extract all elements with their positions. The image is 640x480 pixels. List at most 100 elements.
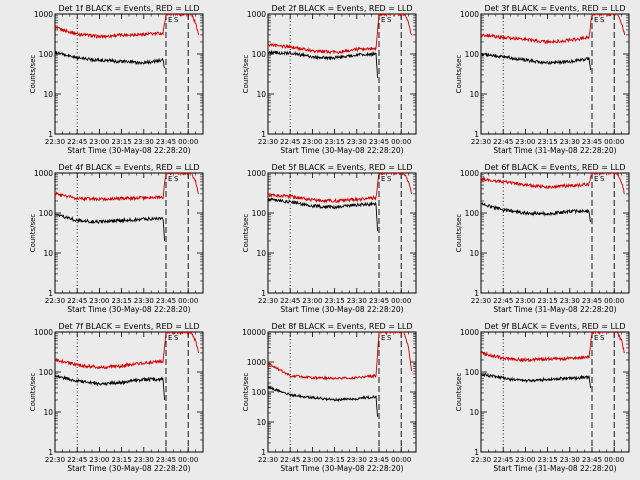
x-tick-label: 23:45 [582, 297, 602, 305]
x-tick-label: 23:15 [325, 456, 345, 464]
y-tick-label: 10 [43, 408, 53, 417]
x-axis-label: Start Time (30-May-08 22:28:20) [280, 464, 403, 473]
y-tick-label: 1 [261, 289, 266, 298]
y-tick-label: 100 [465, 209, 480, 218]
y-axis-label: Counts/sec [455, 55, 463, 94]
x-tick-label: 23:00 [89, 297, 109, 305]
series-events-line [268, 385, 378, 417]
x-axis-label: Start Time (30-May-08 22:28:20) [67, 305, 190, 314]
x-tick-label: 00:00 [604, 138, 624, 146]
series-lld-line [55, 173, 199, 202]
y-tick-label: 1000 [34, 169, 53, 178]
x-tick-label: 23:30 [134, 456, 154, 464]
x-tick-label: 23:00 [302, 456, 322, 464]
x-tick-label: 23:30 [560, 138, 580, 146]
panel-det-7: Det 7f BLACK = Events, RED = LLD 1 10 100 10… [29, 322, 204, 473]
y-tick-label: 100 [39, 368, 54, 377]
annotation-label: E [168, 175, 172, 183]
x-tick-label: 22:30 [258, 456, 278, 464]
annotation-label: E [168, 16, 172, 24]
x-tick-label: 22:30 [258, 297, 278, 305]
x-tick-label: 00:00 [178, 456, 198, 464]
x-axis-label: Start Time (30-May-08 22:28:20) [280, 146, 403, 155]
y-tick-label: 10 [256, 90, 266, 99]
panel-det-2: Det 2f BLACK = Events, RED = LLD 1 10 100 10… [242, 4, 417, 155]
y-tick-label: 1000 [247, 10, 266, 19]
x-tick-label: 22:45 [67, 456, 87, 464]
y-tick-label: 1000 [460, 169, 479, 178]
y-tick-label: 10 [256, 418, 266, 427]
x-tick-label: 00:00 [604, 456, 624, 464]
series-events-line [55, 374, 165, 400]
x-tick-label: 23:30 [347, 297, 367, 305]
x-tick-label: 23:15 [112, 138, 132, 146]
panel-det-1: Det 1f BLACK = Events, RED = LLD 1 10 100 10… [29, 4, 204, 155]
x-tick-label: 23:00 [302, 297, 322, 305]
x-axis-label: Start Time (31-May-08 22:28:20) [493, 146, 616, 155]
y-tick-label: 10 [43, 90, 53, 99]
y-axis-label: Counts/sec [29, 373, 37, 412]
series-events-line [481, 202, 591, 222]
panel-title: Det 8f BLACK = Events, RED = LLD [271, 322, 412, 331]
annotation-label: E [594, 334, 598, 342]
x-tick-label: 22:45 [493, 456, 513, 464]
x-tick-label: 23:15 [325, 297, 345, 305]
annotation-label: E [168, 334, 172, 342]
x-tick-label: 23:45 [156, 297, 176, 305]
x-tick-label: 23:00 [302, 138, 322, 146]
series-lld-line [481, 173, 625, 195]
x-tick-label: 22:30 [471, 297, 491, 305]
panel-title: Det 7f BLACK = Events, RED = LLD [58, 322, 199, 331]
panel-det-3: Det 3f BLACK = Events, RED = LLD 1 10 100 10… [455, 4, 630, 155]
panel-det-5: Det 5f BLACK = Events, RED = LLD 1 10 100 10… [242, 163, 417, 314]
y-tick-label: 1000 [460, 328, 479, 337]
y-tick-label: 1000 [34, 10, 53, 19]
y-axis-label: Counts/sec [455, 214, 463, 253]
panel-title: Det 4f BLACK = Events, RED = LLD [58, 163, 199, 172]
y-axis-label: Counts/sec [29, 214, 37, 253]
panel-det-9: Det 9f BLACK = Events, RED = LLD 1 10 100 10… [455, 322, 630, 473]
y-tick-label: 10 [469, 249, 479, 258]
x-tick-label: 23:45 [369, 456, 389, 464]
series-lld-line [268, 332, 413, 381]
x-tick-label: 23:45 [156, 456, 176, 464]
y-tick-label: 100 [465, 50, 480, 59]
annotation-label: E [381, 175, 385, 183]
y-tick-label: 10 [256, 249, 266, 258]
series-events-line [55, 50, 165, 69]
x-tick-label: 22:30 [471, 456, 491, 464]
panel-det-8: Det 8f BLACK = Events, RED = LLD 1 10 100 10… [242, 322, 417, 473]
x-tick-label: 00:00 [391, 456, 411, 464]
annotation-label: S [387, 175, 392, 183]
x-tick-label: 22:30 [258, 138, 278, 146]
x-tick-label: 23:00 [89, 456, 109, 464]
panel-title: Det 1f BLACK = Events, RED = LLD [58, 4, 199, 13]
y-tick-label: 1 [261, 130, 266, 139]
panel-title: Det 5f BLACK = Events, RED = LLD [271, 163, 412, 172]
y-tick-label: 10000 [242, 328, 266, 337]
x-tick-label: 23:30 [134, 297, 154, 305]
y-tick-label: 1000 [247, 169, 266, 178]
y-tick-label: 10 [469, 408, 479, 417]
x-tick-label: 23:30 [560, 456, 580, 464]
x-tick-label: 23:30 [347, 138, 367, 146]
y-axis-label: Counts/sec [242, 55, 250, 94]
x-axis-label: Start Time (30-May-08 22:28:20) [67, 146, 190, 155]
y-axis-label: Counts/sec [242, 373, 250, 412]
y-tick-label: 10 [469, 90, 479, 99]
annotation-label: E [381, 334, 385, 342]
series-lld-line [481, 14, 626, 45]
x-tick-label: 22:45 [493, 297, 513, 305]
series-lld-line [55, 14, 200, 40]
x-tick-label: 23:30 [560, 297, 580, 305]
y-tick-label: 1 [48, 289, 53, 298]
x-axis-label: Start Time (30-May-08 22:28:20) [280, 305, 403, 314]
x-tick-label: 22:45 [280, 456, 300, 464]
x-tick-label: 22:45 [493, 138, 513, 146]
y-tick-label: 1000 [460, 10, 479, 19]
series-lld-line [268, 173, 413, 204]
annotation-label: E [594, 16, 598, 24]
y-axis-label: Counts/sec [455, 373, 463, 412]
x-tick-label: 23:45 [369, 138, 389, 146]
x-tick-label: 23:15 [538, 138, 558, 146]
